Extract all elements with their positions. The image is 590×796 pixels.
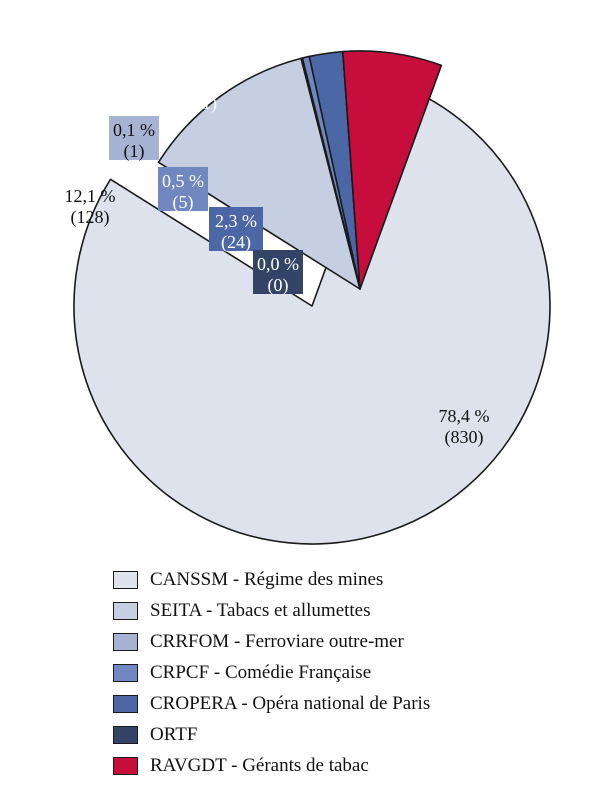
legend-swatch-cropera [113, 694, 138, 713]
legend-swatch-crpcf [113, 663, 138, 682]
legend-label: SEITA - Tabacs et allumettes [150, 599, 371, 621]
slice-label-box [109, 116, 159, 160]
slice-count-label: (1) [124, 141, 145, 162]
legend-item: CRRFOM - Ferroviare outre-mer [113, 626, 430, 657]
slice-percent-label: 6,7 % [181, 72, 223, 92]
slice-percent-label: 0,1 % [113, 120, 155, 140]
legend-label: CRPCF - Comédie Française [150, 661, 372, 683]
slice-count-label: (0) [268, 275, 289, 296]
legend-label: RAVGDT - Gérants de tabac [150, 754, 369, 776]
legend-item: RAVGDT - Gérants de tabac [113, 750, 430, 781]
slice-percent-label: 0,0 % [257, 254, 299, 274]
slice-label-ravgdt: 6,7 %(71) [181, 72, 223, 114]
slice-label-box [253, 250, 303, 294]
legend-swatch-canssm [113, 570, 138, 589]
slice-label-canssm: 78,4 %(830) [439, 406, 490, 448]
legend: CANSSM - Régime des mines SEITA - Tabacs… [113, 564, 430, 781]
legend-label: CRRFOM - Ferroviare outre-mer [150, 630, 404, 652]
slice-count-label: (24) [221, 232, 251, 253]
legend-swatch-seita [113, 601, 138, 620]
legend-swatch-ortf [113, 725, 138, 744]
slice-label-crrfom: 0,1 %(1) [109, 116, 159, 162]
slice-label-cropera: 2,3 %(24) [209, 207, 263, 253]
slice-label-ortf: 0,0 %(0) [253, 250, 303, 296]
legend-label: CROPERA - Opéra national de Paris [150, 692, 431, 714]
pie-slice-canssm [73, 81, 551, 545]
legend-item: ORTF [113, 719, 430, 750]
slice-count-label: (71) [187, 93, 217, 114]
pie-slice-seita [157, 57, 361, 290]
legend-item: CRPCF - Comédie Française [113, 657, 430, 688]
slice-count-label: (5) [173, 192, 194, 213]
slice-label-crpcf: 0,5 %(5) [158, 167, 208, 213]
slice-label-seita: 12,1 %(128) [65, 186, 116, 228]
legend-swatch-ravgdt [113, 756, 138, 775]
slice-percent-label: 12,1 % [65, 186, 116, 206]
legend-label: CANSSM - Régime des mines [150, 568, 384, 590]
legend-item: CROPERA - Opéra national de Paris [113, 688, 430, 719]
legend-item: SEITA - Tabacs et allumettes [113, 595, 430, 626]
legend-swatch-crrfom [113, 632, 138, 651]
legend-item: CANSSM - Régime des mines [113, 564, 430, 595]
slice-label-box [158, 167, 208, 211]
slice-count-label: (830) [445, 427, 484, 448]
slice-percent-label: 78,4 % [439, 406, 490, 426]
legend-label: ORTF [150, 723, 198, 745]
slice-label-box [209, 207, 263, 251]
slice-count-label: (128) [71, 207, 110, 228]
pie-slice-ravgdt [342, 50, 443, 290]
slice-percent-label: 2,3 % [215, 211, 257, 231]
slice-percent-label: 0,5 % [162, 171, 204, 191]
